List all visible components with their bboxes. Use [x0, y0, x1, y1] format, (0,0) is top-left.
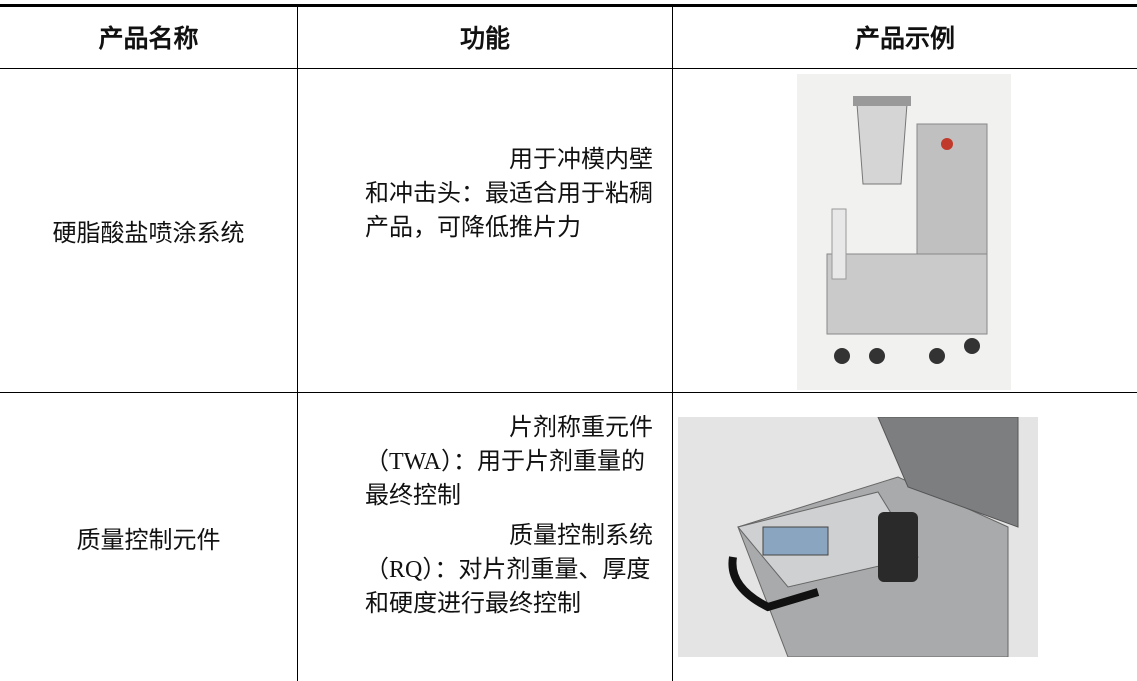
function-text: 质量控制系统（RQ）：对片剂重量、厚度和硬度进行最终控制	[365, 523, 653, 617]
table-top-rule	[0, 4, 1137, 7]
product-name: 硬脂酸盐喷涂系统	[52, 221, 245, 247]
header-rule	[0, 68, 1137, 69]
header-cell: 功能	[459, 25, 510, 53]
product-image	[678, 417, 1038, 657]
product-name: 质量控制元件	[76, 527, 221, 554]
header-cell: 产品示例	[854, 25, 955, 53]
column-rule	[672, 7, 673, 681]
header-cell: 产品名称	[98, 25, 199, 53]
function-cell: 片剂称重元件（TWA）：用于片剂重量的最终控制 质量控制系统（RQ）：对片剂重量…	[365, 411, 653, 627]
function-cell: 用于冲模内壁和冲击头：最适合用于粘稠产品，可降低推片力	[365, 143, 653, 251]
function-text: 片剂称重元件（TWA）：用于片剂重量的最终控制	[365, 415, 653, 509]
row-rule	[0, 392, 1137, 393]
product-image	[797, 74, 1011, 390]
function-text: 用于冲模内壁和冲击头：最适合用于粘稠产品，可降低推片力	[365, 147, 653, 241]
column-rule	[297, 7, 298, 681]
